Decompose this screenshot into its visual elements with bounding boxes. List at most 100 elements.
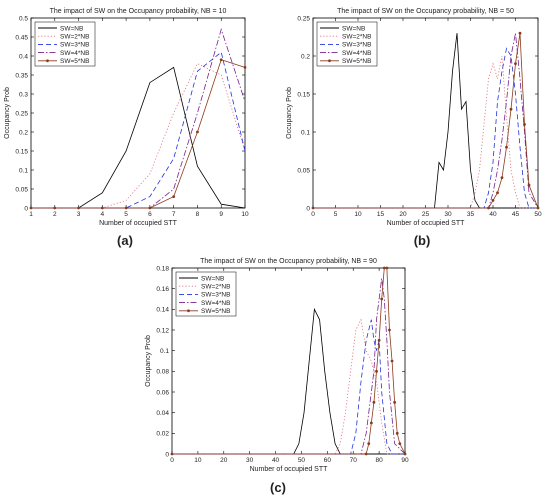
y-tick-label: 0.15 [15,148,28,155]
series-5-marker [487,206,490,210]
y-tick-label: 0.05 [15,186,28,193]
x-tick-label: 8 [196,211,200,218]
series-5-marker [148,206,152,210]
x-tick-label: 15 [377,211,385,218]
series-5-marker [100,206,104,210]
series-5-marker [505,145,508,149]
series-5-marker [369,421,373,425]
x-tick-label: 20 [220,457,228,464]
x-tick-label: 20 [399,211,407,218]
x-tick-label: 40 [272,457,280,464]
series-line-2 [172,318,405,455]
legend-box [34,21,96,67]
series-5-marker [500,176,504,180]
panel-label-c: (c) [270,480,286,495]
y-tick-label: 0.1 [160,348,169,355]
series-5-marker [527,183,531,187]
panel-label-b: (b) [414,233,431,248]
series-line-4 [313,33,539,209]
series-5-marker [372,400,376,404]
series-line-3 [313,47,538,209]
series-line-5 [172,267,406,455]
legend-entry: SW=5*NB [342,58,371,65]
x-tick-label: 2 [53,211,57,218]
x-tick-label: 4 [101,211,105,218]
series-line-5 [31,59,246,209]
series-5-marker [398,442,402,446]
chart-1: The impact of SW on the Occupancy probab… [4,8,249,227]
x-tick-label: 45 [512,211,520,218]
y-tick-label: 0.35 [15,72,28,79]
series-5-marker [124,206,128,210]
series-5-marker [243,66,247,69]
legend-entry: SW=NB [60,25,83,32]
series-5-marker [170,452,174,456]
x-tick-label: 70 [350,457,358,464]
legend-entry: SW=5*NB [60,58,89,65]
series-5-marker [496,191,499,195]
legend-entry: SW=3*NB [342,42,371,49]
x-tick-label: 5 [334,211,338,218]
y-tick-label: 0.25 [297,15,310,22]
series-5-marker [393,400,397,404]
series-line-1 [172,307,405,455]
x-tick-label: 6 [148,211,152,218]
chart-3: The impact of SW on the Occupancy probab… [145,258,409,473]
series-line-1 [313,33,538,209]
y-tick-label: 0.2 [19,129,28,136]
series-5-marker [380,297,384,301]
x-tick-label: 50 [534,211,542,218]
legend-entry: SW=5*NB [201,308,230,315]
series-5-marker [375,369,378,373]
x-tick-label: 5 [124,211,128,218]
x-tick-label: 35 [467,211,475,218]
y-tick-label: 0.5 [19,15,28,22]
y-tick-label: 0 [306,205,310,212]
legend-entry: SW=2*NB [342,34,371,41]
x-axis-label: Number of occupied STT [387,220,466,227]
series-5-marker [390,359,394,363]
series-5-marker [382,266,386,270]
series-5-marker [196,130,199,134]
y-axis-label: Occupancy Prob [286,87,293,139]
y-tick-label: 0 [24,205,28,212]
x-tick-label: 80 [375,457,383,464]
series-5-marker [536,206,540,210]
x-tick-label: 3 [77,211,81,218]
series-5-marker [388,328,391,332]
y-tick-label: 0.06 [156,389,169,396]
x-tick-label: 0 [311,211,315,218]
series-5-marker [29,206,33,210]
y-tick-label: 0.04 [156,410,169,417]
x-tick-label: 30 [444,211,452,218]
x-tick-label: 0 [170,457,174,464]
series-5-marker [377,338,381,342]
series-5-marker [509,107,513,111]
y-tick-label: 0.45 [15,34,28,41]
y-tick-label: 0.12 [156,327,169,334]
y-tick-label: 0.05 [297,167,310,174]
legend-marker [328,59,331,63]
y-tick-label: 0.1 [301,129,310,136]
x-tick-label: 90 [401,457,409,464]
x-tick-label: 1 [29,211,33,218]
series-5-marker [385,266,389,270]
chart-title: The impact of SW on the Occupancy probab… [200,258,377,265]
series-5-marker [491,199,495,202]
chart-title: The impact of SW on the Occupancy probab… [50,8,227,15]
legend-marker [46,59,49,63]
legend-box [175,271,237,317]
chart-2: The impact of SW on the Occupancy probab… [286,8,542,227]
y-tick-label: 0.18 [156,265,169,272]
legend-entry: SW=NB [342,25,365,32]
y-tick-label: 0.25 [15,110,28,117]
legend-entry: SW=NB [201,275,224,282]
y-axis-label: Occupancy Prob [4,87,11,139]
series-5-marker [311,206,315,210]
y-tick-label: 0.1 [19,167,28,174]
legend-entry: SW=2*NB [60,34,89,41]
series-5-marker [172,195,176,199]
